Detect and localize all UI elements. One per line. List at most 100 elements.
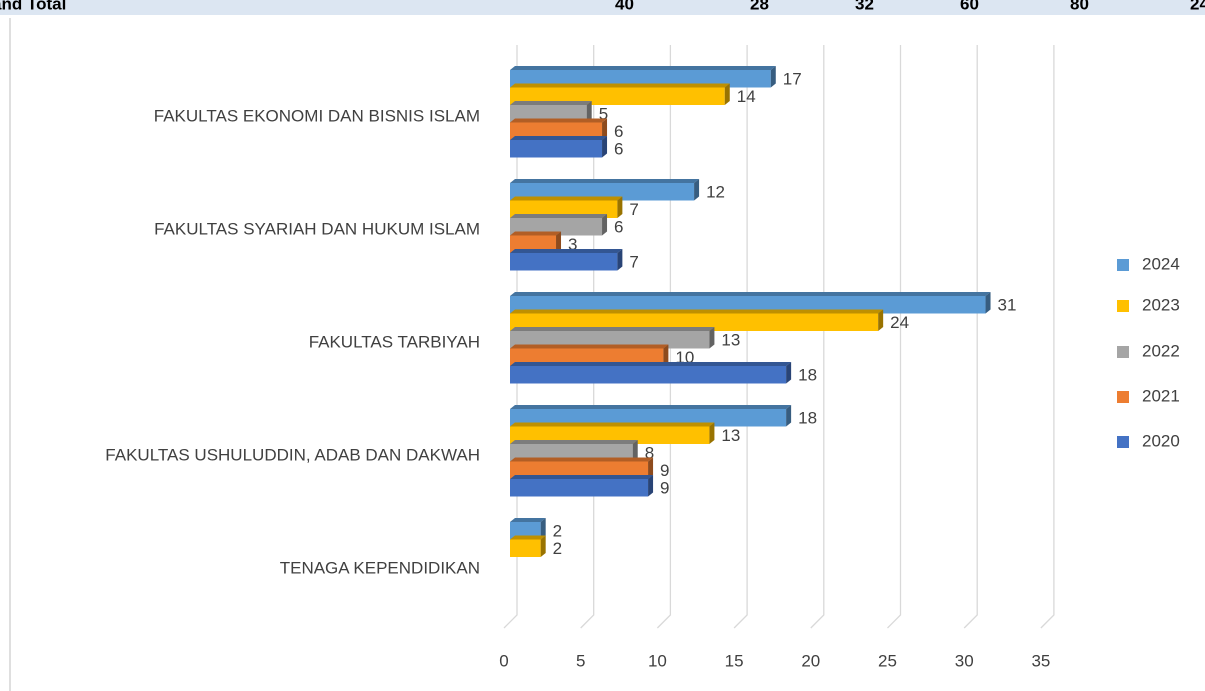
data-label: 12 <box>706 182 725 201</box>
y-tick-label: FAKULTAS SYARIAH DAN HUKUM ISLAM <box>154 219 480 238</box>
bar-top <box>510 518 546 522</box>
bar <box>510 218 603 236</box>
bar-side <box>663 344 669 366</box>
bar-top <box>510 214 608 218</box>
legend-label: 2024 <box>1142 254 1180 273</box>
x-tick-label: 30 <box>955 651 974 670</box>
grid-line <box>656 45 672 629</box>
data-label: 18 <box>798 408 817 427</box>
bar-side <box>694 179 700 201</box>
bar-side <box>602 214 608 236</box>
legend-swatch <box>1117 259 1129 271</box>
header-value: 28 <box>750 0 769 13</box>
header-value: 40 <box>615 0 634 13</box>
bar-top <box>510 422 715 427</box>
header-value: 240 <box>1190 0 1205 13</box>
x-tick-label: 20 <box>801 651 820 670</box>
bar-top <box>510 440 638 444</box>
bar-side <box>786 362 792 384</box>
bar-side <box>724 83 730 105</box>
bar <box>510 461 649 479</box>
bar <box>510 105 587 123</box>
data-label: 14 <box>737 87 756 106</box>
grid-line <box>1040 45 1055 629</box>
x-tick-label: 5 <box>576 651 585 670</box>
y-tick-label: FAKULTAS EKONOMI DAN BISNIS ISLAM <box>154 106 480 125</box>
legend-label: 2023 <box>1142 295 1180 314</box>
header-strip <box>0 0 1205 15</box>
data-label: 7 <box>629 200 638 219</box>
legend-swatch <box>1117 391 1129 403</box>
bar-top <box>510 475 654 479</box>
x-tick-label: 10 <box>648 651 667 670</box>
grid-line <box>810 45 825 629</box>
header-value: 32 <box>855 0 874 13</box>
bar-side <box>648 457 654 479</box>
bar <box>510 331 710 349</box>
bar-top <box>510 405 792 409</box>
legend-swatch <box>1117 300 1129 312</box>
bar-top <box>510 309 884 314</box>
legend-swatch <box>1117 436 1129 448</box>
bar-side <box>586 101 592 123</box>
bar-side <box>632 440 638 462</box>
data-label: 13 <box>721 330 740 349</box>
grid-line <box>733 45 748 629</box>
bar <box>510 296 986 314</box>
bar <box>510 479 649 497</box>
bar <box>510 426 710 444</box>
bar-top <box>510 535 546 540</box>
bar <box>510 140 603 158</box>
x-tick-label: 35 <box>1031 651 1050 670</box>
data-label: 2 <box>553 521 562 540</box>
bar <box>510 235 557 253</box>
grid-line <box>963 45 978 629</box>
bar <box>510 122 603 140</box>
bar <box>510 200 618 218</box>
data-label: 2 <box>553 539 562 558</box>
grid-line <box>887 45 902 629</box>
header-value: 80 <box>1070 0 1089 13</box>
bar <box>510 313 879 331</box>
bar-side <box>602 136 608 158</box>
bar-top <box>510 196 623 201</box>
bar <box>510 444 633 462</box>
bar-top <box>510 327 715 331</box>
data-label: 6 <box>614 217 623 236</box>
bar-top <box>510 66 776 70</box>
bar <box>510 253 618 271</box>
bar-top <box>510 83 730 88</box>
bar-side <box>648 475 654 497</box>
data-label: 13 <box>721 426 740 445</box>
bar-top <box>510 292 991 296</box>
bar-side <box>985 292 991 314</box>
bar-side <box>709 327 715 349</box>
bar <box>510 409 787 427</box>
data-label: 31 <box>998 295 1017 314</box>
bar-side <box>786 405 792 427</box>
bar-side <box>770 66 776 88</box>
data-label: 6 <box>614 122 623 141</box>
data-label: 6 <box>614 139 623 158</box>
bar-side <box>617 249 623 271</box>
bar-side <box>617 196 623 218</box>
data-label: 8 <box>645 443 654 462</box>
x-tick-label: 25 <box>878 651 897 670</box>
bar-top <box>510 101 592 105</box>
bar-top <box>510 231 562 236</box>
legend-swatch <box>1117 346 1129 358</box>
bar-side <box>602 118 608 140</box>
bar <box>510 70 771 88</box>
bar-top <box>510 362 792 366</box>
x-tick-label: 0 <box>499 651 508 670</box>
bar-top <box>510 249 623 253</box>
bar <box>510 522 541 540</box>
bar <box>510 366 787 384</box>
bar-side <box>709 422 715 444</box>
bar-side <box>878 309 884 331</box>
bar <box>510 539 541 557</box>
bar <box>510 183 695 201</box>
bar-side <box>540 535 546 557</box>
